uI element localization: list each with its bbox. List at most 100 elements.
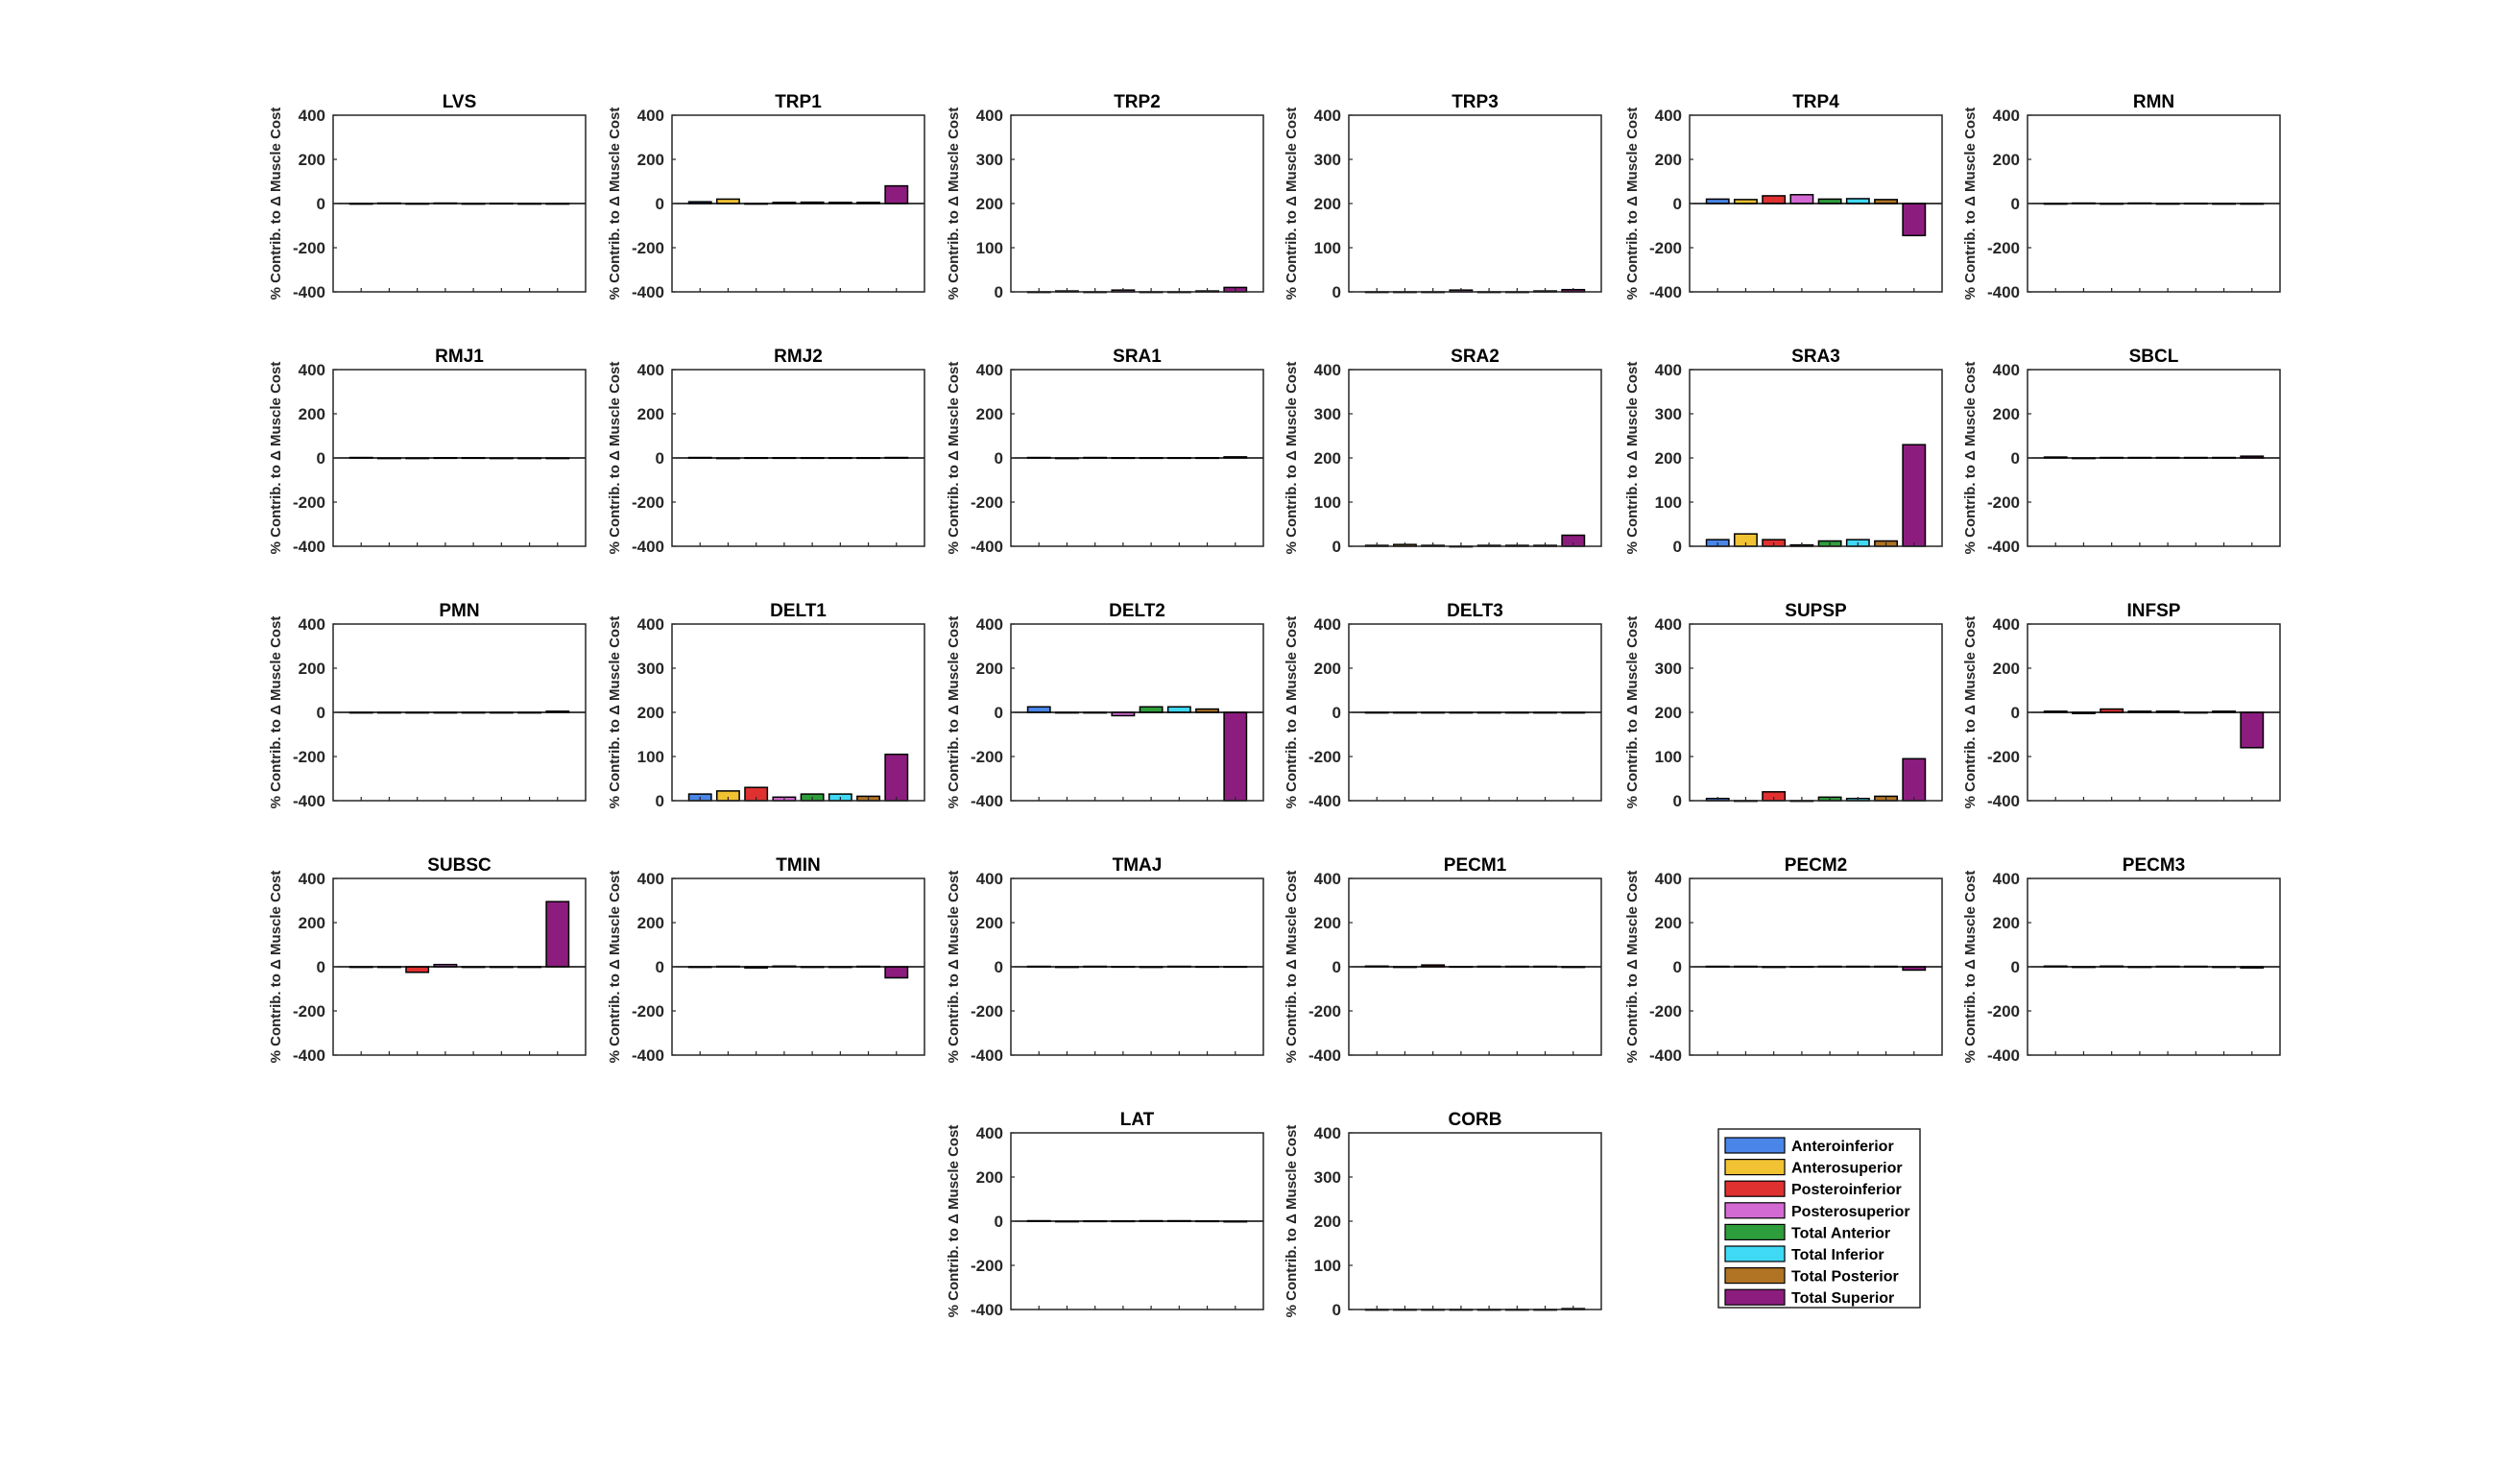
subplot-title: SUPSP (1785, 601, 1847, 621)
subplot-title: LVS (443, 92, 477, 112)
y-tick-label: 400 (1314, 361, 1341, 379)
y-tick-label: -400 (632, 1046, 664, 1065)
legend-label: Posteroinferior (1791, 1182, 1902, 1198)
y-tick-label: -400 (293, 1046, 325, 1065)
legend-item: Total Superior (1724, 1288, 1894, 1307)
legend-swatch (1724, 1158, 1786, 1176)
subplot-sra1: SRA1 % Contrib. to Δ Muscle Cost -400 -200 0… (946, 347, 1264, 556)
y-tick-label: -400 (1987, 1046, 2020, 1065)
bar-total-superior (1902, 757, 1927, 802)
y-tick-label: 0 (1332, 538, 1341, 556)
y-tick-label: -200 (632, 493, 664, 512)
bar-total-anterior (1139, 706, 1164, 713)
subplot-title: SBCL (2129, 347, 2179, 367)
y-tick-label: 200 (637, 151, 664, 169)
y-tick-label: -200 (1987, 493, 2020, 512)
y-tick-label: 0 (1673, 958, 1682, 976)
y-tick-label: 400 (976, 1124, 1003, 1142)
y-tick-label: 400 (1993, 361, 2020, 379)
y-tick-label: -200 (1987, 1002, 2020, 1021)
bar-anteroinferior (1026, 706, 1051, 713)
y-tick-label: 400 (1314, 1124, 1341, 1142)
y-axis-label: % Contrib. to Δ Muscle Cost (946, 616, 962, 809)
y-tick-label: 400 (299, 107, 325, 125)
y-tick-label: 0 (2011, 195, 2020, 213)
subplot-title: TRP4 (1792, 92, 1839, 112)
y-axis-label: % Contrib. to Δ Muscle Cost (1962, 362, 1979, 555)
y-tick-label: 200 (976, 1168, 1003, 1187)
subplot-tmin: TMIN % Contrib. to Δ Muscle Cost -400 -200 0… (607, 855, 925, 1065)
y-tick-label: 200 (637, 405, 664, 423)
subplot-title: INFSP (2127, 601, 2181, 621)
y-tick-label: -400 (971, 1046, 1003, 1065)
subplot-title: TRP2 (1114, 92, 1161, 112)
y-axis-label: % Contrib. to Δ Muscle Cost (1624, 108, 1641, 300)
subplot-title: PECM1 (1444, 855, 1507, 876)
y-tick-label: -400 (632, 538, 664, 556)
y-tick-label: 0 (995, 283, 1003, 301)
y-tick-label: 400 (1993, 615, 2020, 634)
legend-item: Anteroinferior (1724, 1137, 1894, 1155)
y-tick-label: 300 (1655, 405, 1682, 423)
y-tick-label: -400 (293, 538, 325, 556)
y-tick-label: 400 (637, 615, 664, 634)
y-tick-label: -400 (1308, 1046, 1341, 1065)
legend: Anteroinferior Anterosuperior Posteroinfer… (1717, 1128, 1921, 1309)
y-tick-label: 0 (1673, 195, 1682, 213)
y-tick-label: -200 (1308, 748, 1341, 766)
y-tick-label: 200 (1655, 151, 1682, 169)
y-tick-label: -200 (971, 1002, 1003, 1021)
y-tick-label: -400 (1987, 792, 2020, 810)
y-tick-label: 400 (299, 870, 325, 888)
y-axis-label: % Contrib. to Δ Muscle Cost (1284, 871, 1300, 1064)
y-tick-label: 200 (1314, 1213, 1341, 1231)
y-tick-label: 0 (1332, 283, 1341, 301)
y-tick-label: 300 (1655, 660, 1682, 678)
subplot-title: SRA1 (1113, 347, 1162, 367)
y-axis-label: % Contrib. to Δ Muscle Cost (268, 871, 284, 1064)
subplot-rmj2: RMJ2 % Contrib. to Δ Muscle Cost -400 -200 0… (607, 347, 925, 556)
subplot-lvs: LVS % Contrib. to Δ Muscle Cost -400 -200 0 2… (268, 92, 587, 301)
subplot-sra2: SRA2 % Contrib. to Δ Muscle Cost 0 100 200 30… (1284, 347, 1602, 556)
y-tick-label: 200 (976, 405, 1003, 423)
subplot-sra3: SRA3 % Contrib. to Δ Muscle Cost 0 100 200 30… (1624, 347, 1943, 556)
y-tick-label: 200 (299, 405, 325, 423)
y-axis-label: % Contrib. to Δ Muscle Cost (946, 1125, 962, 1318)
y-tick-label: 100 (1655, 493, 1682, 512)
legend-label: Total Anterior (1791, 1225, 1890, 1241)
y-tick-label: 200 (1655, 704, 1682, 722)
y-tick-label: 200 (1993, 914, 2020, 932)
y-axis-label: % Contrib. to Δ Muscle Cost (268, 108, 284, 300)
y-tick-label: 100 (637, 748, 664, 766)
y-tick-label: -200 (293, 239, 325, 257)
y-tick-label: -200 (971, 1257, 1003, 1275)
y-tick-label: 200 (1655, 914, 1682, 932)
bar-total-superior (1223, 711, 1248, 802)
subplot-trp4: TRP4 % Contrib. to Δ Muscle Cost -400 -200 0… (1624, 92, 1943, 301)
y-tick-label: 400 (637, 870, 664, 888)
bar-posteroinferior (1762, 195, 1787, 204)
legend-label: Anterosuperior (1791, 1161, 1903, 1177)
y-tick-label: -200 (971, 748, 1003, 766)
y-tick-label: 100 (1655, 748, 1682, 766)
subplot-title: PECM3 (2123, 855, 2185, 876)
subplot-rmn: RMN % Contrib. to Δ Muscle Cost -400 -200 0 2… (1962, 92, 2281, 301)
subplot-title: PECM2 (1785, 855, 1847, 876)
y-tick-label: -400 (1649, 283, 1682, 301)
legend-label: Posterosuperior (1791, 1204, 1910, 1220)
legend-label: Total Inferior (1791, 1247, 1884, 1263)
legend-label: Total Superior (1791, 1290, 1894, 1307)
bar-total-superior (1902, 203, 1927, 237)
y-tick-label: 200 (637, 914, 664, 932)
legend-swatch (1724, 1266, 1786, 1285)
bar-total-superior (884, 753, 909, 802)
axes-box (1348, 369, 1602, 547)
y-tick-label: 0 (317, 958, 325, 976)
legend-item: Anterosuperior (1724, 1158, 1903, 1177)
y-tick-label: 400 (1655, 107, 1682, 125)
subplot-title: TRP1 (775, 92, 822, 112)
subplot-title: TMAJ (1113, 855, 1163, 876)
bar-posteroinferior (405, 966, 430, 973)
y-tick-label: 400 (976, 361, 1003, 379)
